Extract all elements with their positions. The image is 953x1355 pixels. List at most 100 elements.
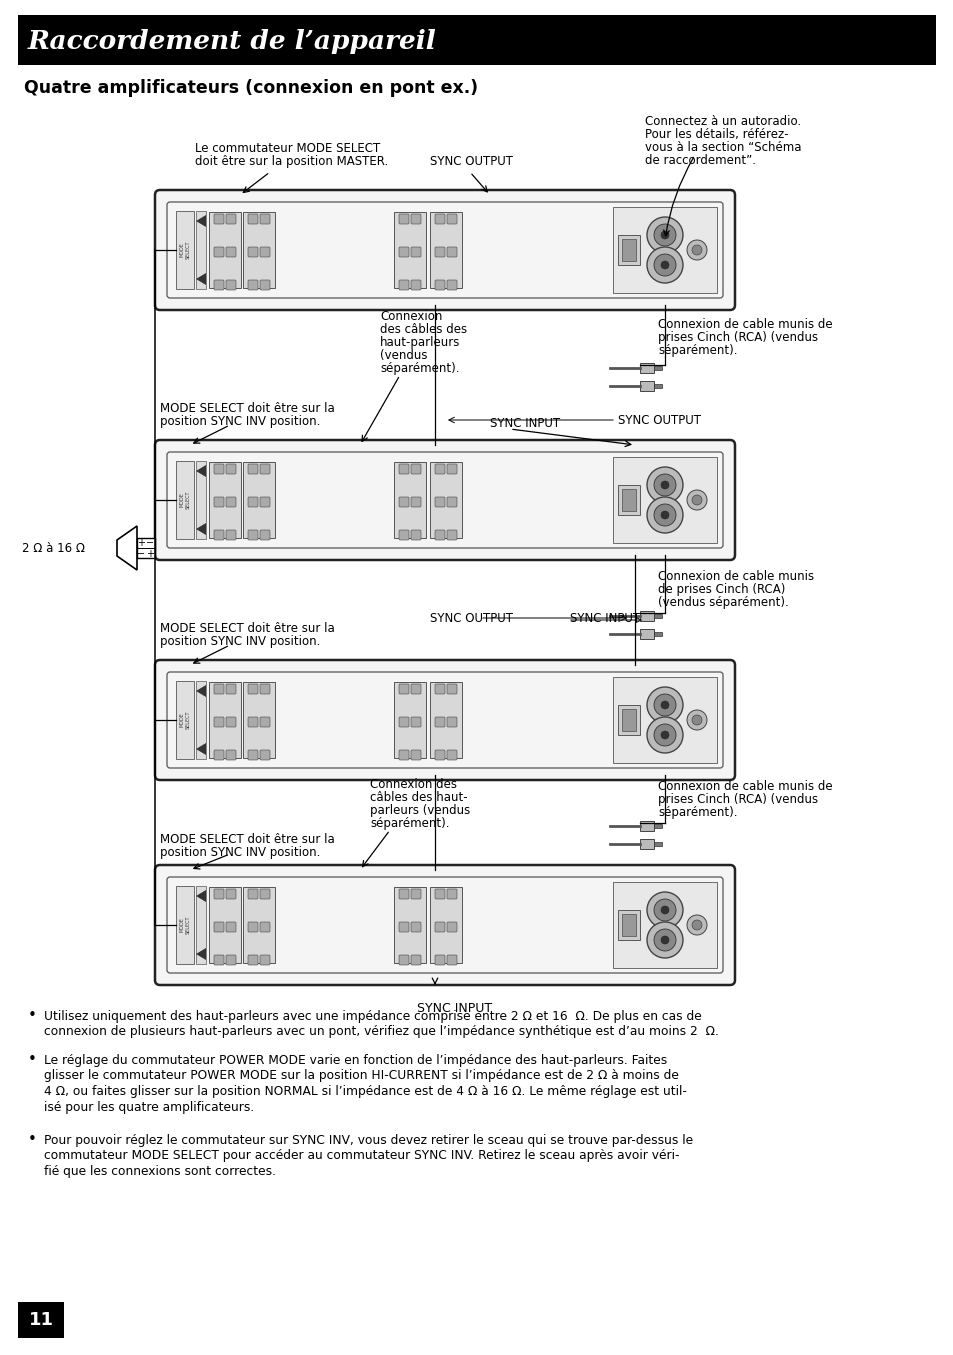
Circle shape [646, 467, 682, 503]
FancyBboxPatch shape [260, 497, 270, 507]
FancyBboxPatch shape [435, 214, 444, 224]
Bar [195, 461, 206, 539]
Circle shape [654, 898, 676, 921]
FancyBboxPatch shape [447, 463, 456, 474]
Text: +: + [146, 549, 153, 560]
Bar [18, 15, 935, 65]
FancyBboxPatch shape [154, 440, 734, 560]
FancyBboxPatch shape [613, 207, 717, 293]
Text: Raccordement de l’appareil: Raccordement de l’appareil [28, 28, 436, 53]
FancyBboxPatch shape [435, 751, 444, 760]
Text: Quatre amplificateurs (connexion en pont ex.): Quatre amplificateurs (connexion en pont… [24, 79, 477, 98]
FancyBboxPatch shape [411, 280, 420, 290]
Text: MODE
SELECT: MODE SELECT [179, 491, 191, 509]
Text: Connexion de cable munis de: Connexion de cable munis de [658, 318, 832, 331]
FancyBboxPatch shape [447, 280, 456, 290]
Text: MODE
SELECT: MODE SELECT [179, 711, 191, 729]
Bar [175, 211, 193, 289]
Text: Le réglage du commutateur POWER MODE varie en fonction de l’impédance des haut-p: Le réglage du commutateur POWER MODE var… [44, 1054, 666, 1066]
FancyBboxPatch shape [213, 463, 224, 474]
FancyBboxPatch shape [226, 684, 235, 694]
Circle shape [654, 930, 676, 951]
Circle shape [646, 497, 682, 533]
Bar [654, 824, 661, 828]
Text: haut-parleurs: haut-parleurs [379, 336, 460, 350]
Circle shape [691, 920, 701, 930]
Text: position SYNC INV position.: position SYNC INV position. [160, 415, 320, 428]
FancyBboxPatch shape [213, 214, 224, 224]
FancyBboxPatch shape [226, 497, 235, 507]
FancyBboxPatch shape [248, 530, 257, 541]
Bar [175, 886, 193, 963]
FancyBboxPatch shape [411, 751, 420, 760]
Circle shape [654, 253, 676, 276]
Bar [195, 211, 206, 289]
Text: •: • [28, 1131, 37, 1146]
Text: Connectez à un autoradio.: Connectez à un autoradio. [644, 115, 801, 127]
FancyBboxPatch shape [618, 911, 639, 940]
FancyBboxPatch shape [226, 280, 235, 290]
Polygon shape [195, 465, 206, 477]
Polygon shape [195, 523, 206, 535]
Circle shape [660, 511, 668, 519]
Circle shape [654, 504, 676, 526]
Text: MODE SELECT doit être sur la: MODE SELECT doit être sur la [160, 833, 335, 846]
FancyBboxPatch shape [398, 530, 409, 541]
Text: prises Cinch (RCA) (vendus: prises Cinch (RCA) (vendus [658, 331, 818, 344]
FancyBboxPatch shape [248, 214, 257, 224]
Circle shape [686, 710, 706, 730]
Text: Connexion: Connexion [379, 310, 442, 322]
Circle shape [654, 224, 676, 247]
FancyBboxPatch shape [248, 280, 257, 290]
FancyBboxPatch shape [226, 247, 235, 257]
Text: séparément).: séparément). [379, 362, 459, 375]
FancyBboxPatch shape [618, 705, 639, 734]
Bar [639, 629, 654, 640]
Circle shape [654, 724, 676, 747]
Text: •: • [28, 1008, 37, 1023]
Text: Connexion de cable munis: Connexion de cable munis [658, 570, 813, 583]
FancyBboxPatch shape [394, 211, 426, 289]
FancyBboxPatch shape [435, 463, 444, 474]
FancyBboxPatch shape [243, 462, 274, 538]
Text: doit être sur la position MASTER.: doit être sur la position MASTER. [194, 154, 388, 168]
Circle shape [660, 230, 668, 238]
FancyBboxPatch shape [226, 889, 235, 898]
FancyBboxPatch shape [226, 717, 235, 728]
Text: position SYNC INV position.: position SYNC INV position. [160, 846, 320, 859]
Text: Utilisez uniquement des haut-parleurs avec une impédance comprise entre 2 Ω et 1: Utilisez uniquement des haut-parleurs av… [44, 1009, 701, 1023]
FancyBboxPatch shape [411, 530, 420, 541]
FancyBboxPatch shape [394, 888, 426, 963]
FancyBboxPatch shape [243, 211, 274, 289]
Text: position SYNC INV position.: position SYNC INV position. [160, 635, 320, 648]
FancyBboxPatch shape [248, 751, 257, 760]
FancyBboxPatch shape [398, 751, 409, 760]
Bar [654, 383, 661, 388]
FancyBboxPatch shape [447, 247, 456, 257]
Bar [18, 1302, 64, 1337]
Circle shape [654, 474, 676, 496]
FancyBboxPatch shape [613, 457, 717, 543]
FancyBboxPatch shape [260, 684, 270, 694]
Bar [195, 886, 206, 963]
Bar [654, 614, 661, 618]
Text: Le commutateur MODE SELECT: Le commutateur MODE SELECT [194, 142, 380, 154]
FancyBboxPatch shape [260, 717, 270, 728]
FancyBboxPatch shape [260, 530, 270, 541]
FancyBboxPatch shape [260, 247, 270, 257]
FancyBboxPatch shape [447, 497, 456, 507]
FancyBboxPatch shape [213, 530, 224, 541]
Text: Pour les détails, référez-: Pour les détails, référez- [644, 127, 788, 141]
FancyBboxPatch shape [618, 485, 639, 515]
Circle shape [660, 262, 668, 270]
FancyBboxPatch shape [248, 717, 257, 728]
Circle shape [646, 717, 682, 753]
FancyBboxPatch shape [447, 955, 456, 965]
FancyBboxPatch shape [430, 211, 461, 289]
Circle shape [646, 247, 682, 283]
Circle shape [686, 491, 706, 509]
Text: glisser le commutateur POWER MODE sur la position HI-CURRENT si l’impédance est : glisser le commutateur POWER MODE sur la… [44, 1069, 679, 1083]
Circle shape [646, 217, 682, 253]
Circle shape [660, 730, 668, 738]
FancyBboxPatch shape [248, 247, 257, 257]
